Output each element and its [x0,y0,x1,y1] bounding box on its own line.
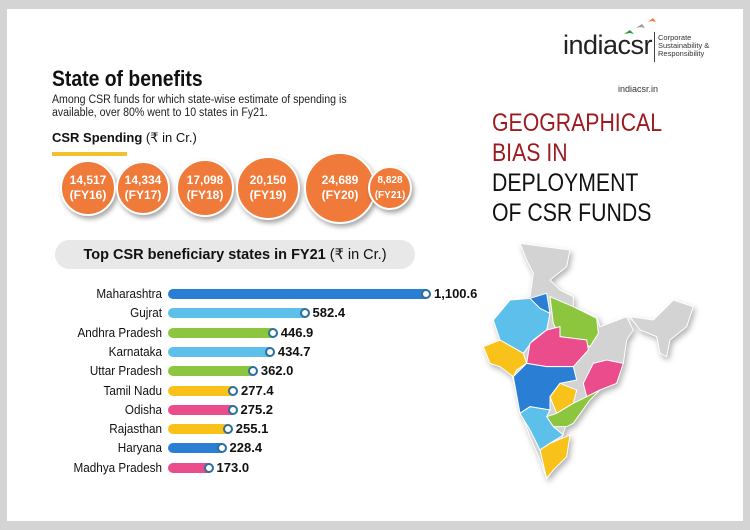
headline-line: OF CSR FUNDS [492,199,652,227]
bar-value-label: 275.2 [240,401,274,417]
bar-label: Andhra Pradesh [77,324,162,340]
bar-label: Madhya Pradesh [73,459,162,475]
bubble-value: 24,689 [321,173,359,187]
bar-chart-title: Top CSR beneficiary states in FY21 (₹ in… [55,240,415,269]
map-karnataka [519,406,565,451]
bar-end-marker [227,404,238,415]
bar-label: Maharashtra [96,286,162,301]
spending-bubble: 17,098 (FY18) [176,159,234,217]
india-map [482,242,694,480]
subtitle: Among CSR funds for which state-wise est… [52,94,347,119]
map-haryana [529,292,551,315]
spending-bubble: 14,334 (FY17) [116,161,170,215]
logo-text: indiacsr [563,30,653,60]
bar-title-unit: (₹ in Cr.) [329,246,387,263]
bar-value-label: 1,100.6 [434,286,478,301]
bar-label: Odisha [124,401,162,417]
bar-value-label: 173.0 [216,459,250,475]
spending-label-bold: CSR Spending [52,130,143,145]
logo-url: indiacsr.in [618,84,659,94]
tagline-line: Corporate [658,33,692,42]
headline-line: GEOGRAPHICAL [492,109,663,137]
tagline-line: Sustainability & [658,41,710,50]
bar [168,289,426,299]
map-northeast [628,299,694,358]
bubble-year: (FY18) [186,188,224,202]
headline-line: DEPLOYMENT [492,169,639,197]
bar [168,366,253,377]
map-telangana [549,382,578,415]
birds-icon [624,18,656,34]
spending-bubble: 20,150 (FY19) [236,156,300,220]
bar-end-marker [267,327,278,338]
bar-value-label: 228.4 [229,440,263,456]
bubble-year: (FY16) [69,188,107,202]
bar-end-marker [203,462,214,473]
map-gujarat [482,339,528,378]
bar [168,462,209,473]
page-title: State of benefits [52,66,203,91]
logo-divider [654,32,655,62]
map-andhra-pradesh [545,389,601,428]
bar [168,443,222,454]
bar-end-marker [264,346,275,357]
bubble-value: 14,334 [124,173,162,187]
headline-line: BIAS IN [492,139,568,167]
bubble-year: (FY19) [249,188,287,202]
bubble-year: (FY17) [124,188,162,202]
bubble-value: 14,517 [69,173,107,187]
bar-label: Uttar Pradesh [89,363,162,379]
bubble-value: 20,150 [249,173,287,187]
bar-end-marker [247,366,258,377]
bubble-value: 17,098 [186,173,224,187]
underline [52,152,127,156]
bar-title-bold: Top CSR beneficiary states in FY21 [83,246,326,263]
bubble-year: (FY20) [321,188,359,202]
bar [168,404,233,415]
spending-bubble: 14,517 (FY16) [60,160,116,216]
bar-label: Gujrat [130,305,162,321]
bar-value-label: 434.7 [277,343,311,359]
bar-label: Haryana [117,440,162,456]
bar-end-marker [228,385,239,396]
bar-value-label: 582.4 [312,305,346,321]
bar [168,424,228,435]
bar-value-label: 255.1 [235,421,269,437]
bubble-year: (FY21) [374,190,406,201]
bar-label: Karnataka [108,343,162,359]
bar-end-marker [216,443,227,454]
spending-bubble: 24,689 (FY20) [304,152,376,224]
bar-end-marker [299,308,310,319]
spending-unit: (₹ in Cr.) [145,130,197,145]
logo: indiacsr [563,30,653,61]
bar-value-label: 277.4 [241,382,274,398]
bar-end-marker [222,424,233,435]
bar-value-label: 446.9 [280,324,314,340]
bubble-value: 8,828 [377,175,403,186]
bar [168,308,305,319]
bar-label: Rajasthan [109,421,162,437]
bar [168,385,234,396]
map-tamil-nadu [539,434,571,480]
bar [168,346,270,357]
tagline-line: Responsibility [658,49,705,58]
bar-label: Tamil Nadu [103,382,162,398]
bar-value-label: 362.0 [260,363,294,379]
bar-end-marker [421,289,431,299]
headline: GEOGRAPHICAL BIAS IN DEPLOYMENT OF CSR F… [492,108,662,228]
spending-bubble: 8,828 (FY21) [368,166,412,210]
spending-label: CSR Spending (₹ in Cr.) [52,130,197,146]
logo-tagline: Corporate Sustainability & Responsibilit… [658,34,709,58]
bar [168,327,273,338]
